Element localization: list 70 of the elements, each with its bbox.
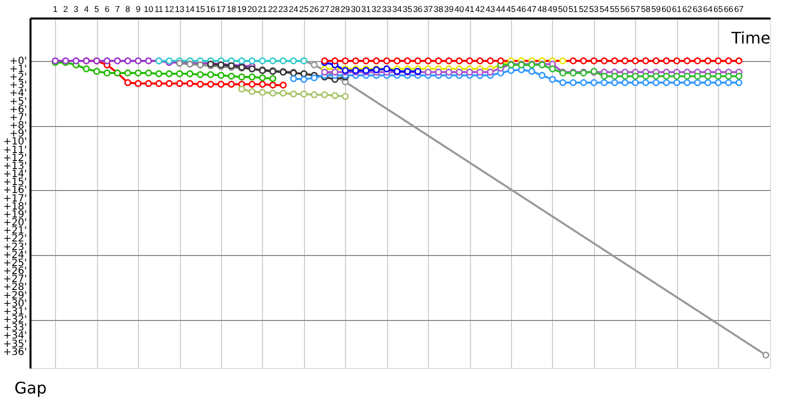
x-tick-label: 5	[94, 4, 100, 14]
x-tick-label: 18	[226, 4, 236, 14]
x-tick-label: 6	[104, 4, 110, 14]
x-tick-label: 23	[278, 4, 288, 14]
x-tick-label: 45	[506, 4, 516, 14]
x-tick-label: 13	[174, 4, 185, 14]
x-tick-label: 28	[330, 4, 340, 14]
x-tick-label: 57	[630, 4, 640, 14]
x-tick-label: 9	[136, 4, 141, 14]
x-tick-label: 22	[268, 4, 278, 14]
x-tick-label: 51	[568, 4, 578, 14]
x-tick-label: 56	[620, 4, 630, 14]
x-tick-label: 26	[310, 4, 320, 14]
x-tick-label: 7	[115, 4, 120, 14]
x-tick-label: 39	[444, 4, 454, 14]
x-axis-title: Time	[730, 28, 770, 48]
x-tick-label: 21	[258, 4, 268, 14]
x-tick-label: 37	[423, 4, 434, 14]
x-tick-label: 47	[527, 4, 537, 14]
x-tick-label: 32	[372, 4, 382, 14]
x-tick-label: 29	[340, 4, 350, 14]
x-tick-label: 3	[74, 4, 79, 14]
x-tick-label: 1	[52, 4, 58, 14]
x-tick-label: 35	[402, 4, 412, 14]
x-tick-label: 48	[537, 4, 548, 14]
x-tick-label: 16	[206, 4, 216, 14]
x-tick-label: 58	[640, 4, 651, 14]
x-tick-label: 53	[589, 4, 599, 14]
x-tick-label: 43	[486, 4, 496, 14]
x-tick-label: 17	[216, 4, 226, 14]
x-tick-label: 62	[682, 4, 692, 14]
x-tick-label: 52	[578, 4, 589, 14]
x-tick-label: 11	[154, 4, 164, 14]
x-tick-label: 61	[672, 4, 682, 14]
x-tick-label: 59	[651, 4, 662, 14]
x-tick-label: 4	[84, 4, 89, 14]
x-tick-label: 44	[496, 4, 506, 14]
x-tick-label: 30	[350, 4, 361, 14]
x-tick-label: 46	[516, 4, 526, 14]
x-tick-label: 40	[454, 4, 464, 14]
x-tick-label: 12	[164, 4, 174, 14]
x-tick-label: 65	[713, 4, 724, 14]
x-tick-label: 38	[434, 4, 444, 14]
x-tick-label: 33	[382, 4, 392, 14]
x-tick-label: 27	[320, 4, 330, 14]
x-tick-label: 42	[475, 4, 485, 14]
x-tick-label: 50	[558, 4, 568, 14]
x-tick-label: 8	[125, 4, 130, 14]
x-tick-label: 34	[392, 4, 402, 14]
x-tick-label: 10	[144, 4, 154, 14]
x-tick-label: 67	[734, 4, 744, 14]
x-tick-label: 55	[610, 4, 620, 14]
x-tick-label: 49	[548, 4, 558, 14]
x-tick-label: 2	[63, 4, 68, 14]
x-tick-label: 20	[247, 4, 258, 14]
x-tick-label: 36	[413, 4, 423, 14]
x-tick-label: 31	[361, 4, 372, 14]
y-axis-title: Gap	[14, 378, 47, 398]
x-tick-label: 64	[703, 4, 713, 14]
x-tick-label: 24	[288, 4, 299, 14]
x-tick-label: 60	[662, 4, 672, 14]
x-tick-label: 14	[185, 4, 195, 14]
x-tick-label: 15	[196, 4, 206, 14]
x-tick-label: 54	[600, 4, 610, 14]
x-tick-label: 41	[464, 4, 475, 14]
y-tick-label: +36'	[3, 346, 27, 358]
x-tick-label: 25	[299, 4, 309, 14]
x-tick-label: 63	[692, 4, 702, 14]
x-tick-label: 66	[724, 4, 734, 14]
x-tick-label: 19	[236, 4, 247, 14]
